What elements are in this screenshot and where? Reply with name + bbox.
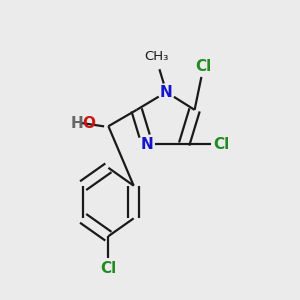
Text: CH₃: CH₃	[144, 50, 168, 63]
Text: Cl: Cl	[100, 261, 116, 276]
Text: Cl: Cl	[213, 136, 230, 152]
Text: H: H	[70, 116, 83, 131]
Text: N: N	[141, 136, 153, 152]
Text: O: O	[82, 116, 95, 131]
Text: N: N	[160, 85, 173, 100]
Text: Cl: Cl	[195, 59, 212, 74]
